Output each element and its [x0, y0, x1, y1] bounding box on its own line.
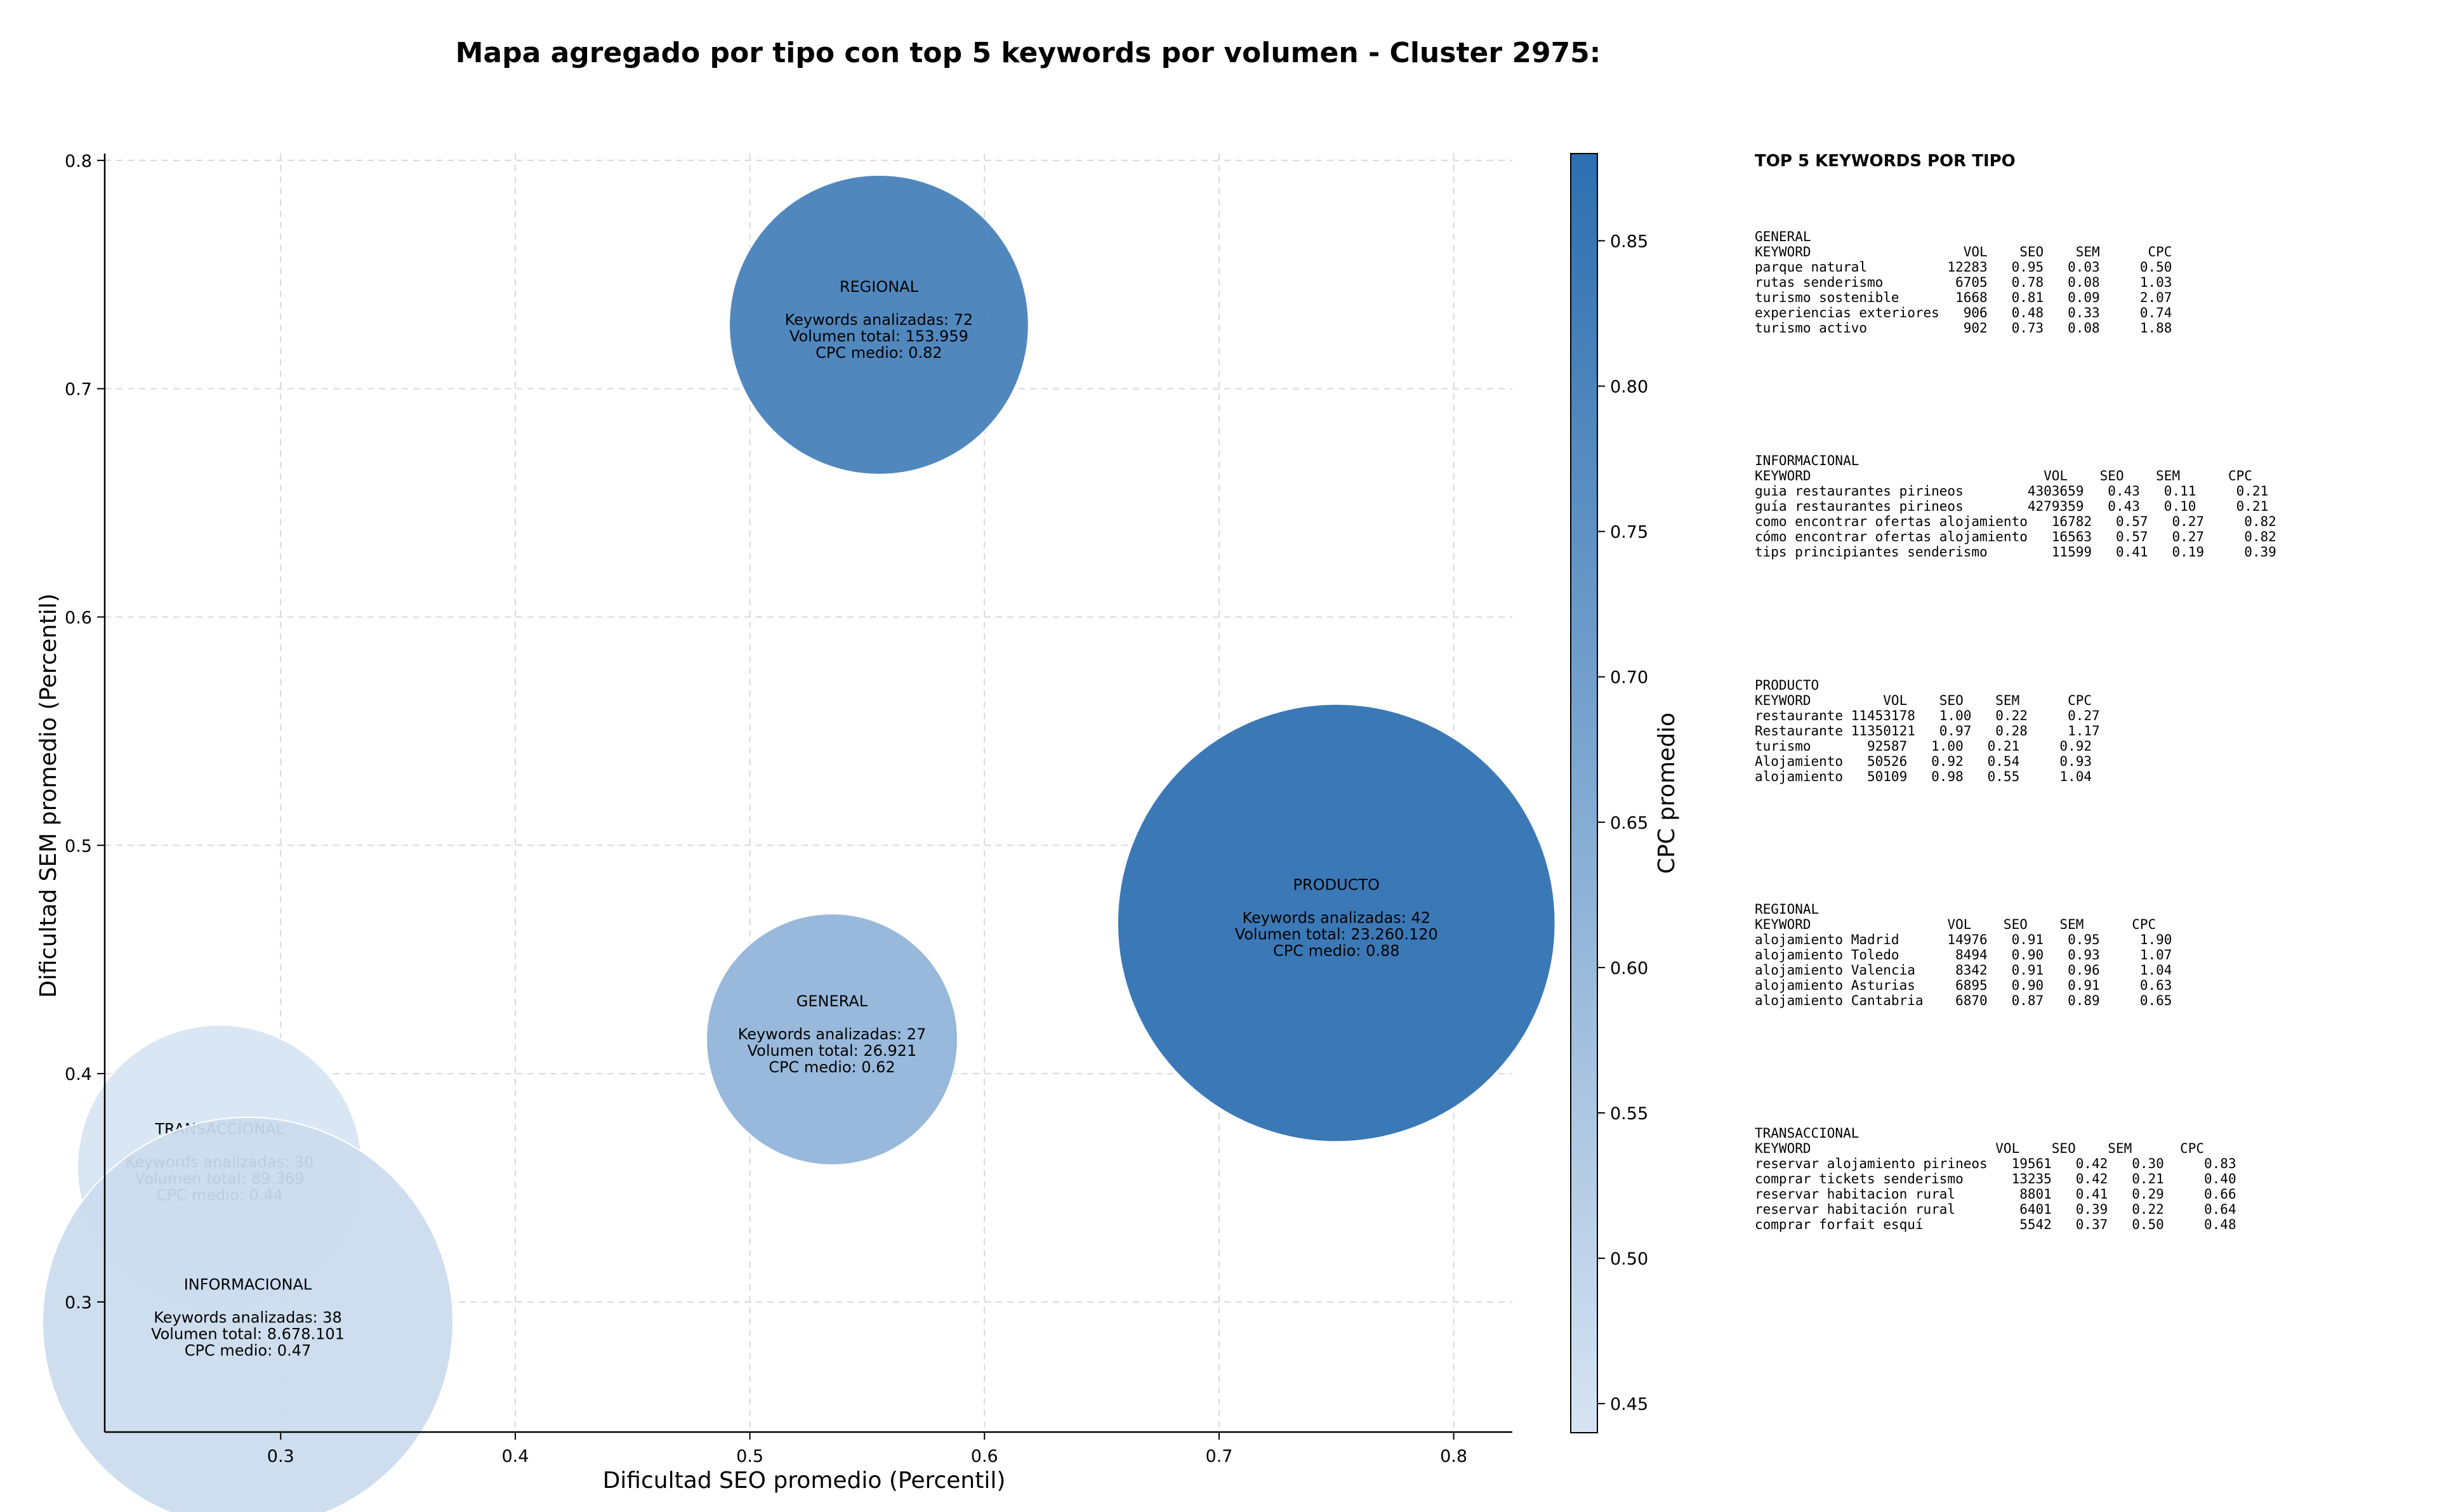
bubble-label-keywords: Keywords analizadas: 72	[785, 311, 974, 329]
section-row: alojamiento Asturias 6895 0.90 0.91 0.63	[1755, 978, 2172, 993]
section-header: KEYWORD VOL SEO SEM CPC	[1755, 917, 2156, 932]
bubble-label-cpc: CPC medio: 0.88	[1273, 942, 1400, 960]
section-row: como encontrar ofertas alojamiento 16782…	[1755, 514, 2276, 529]
bubble-label-cpc: CPC medio: 0.82	[816, 344, 942, 362]
chart-title: Mapa agregado por tipo con top 5 keyword…	[456, 37, 1601, 69]
section-header: KEYWORD VOL SEO SEM CPC	[1755, 693, 2092, 708]
section-row: reservar habitación rural 6401 0.39 0.22…	[1755, 1202, 2236, 1217]
colorbar-ticks: 0.45 0.50 0.55 0.60 0.65 0.70 0.75 0.80 0.85	[1597, 232, 1648, 1414]
bubble-circle	[729, 174, 1029, 475]
section-row: restaurante 11453178 1.00 0.22 0.27	[1755, 708, 2100, 723]
bubble-label-tipo: GENERAL	[796, 992, 868, 1010]
bubble-label-tipo: INFORMACIONAL	[184, 1275, 312, 1293]
colorbar-tick-label: 0.60	[1610, 959, 1648, 978]
y-tick-label: 0.3	[65, 1293, 92, 1313]
bubble-label-keywords: Keywords analizadas: 38	[154, 1308, 342, 1326]
x-axis-label: Dificultad SEO promedio (Percentil)	[603, 1468, 1006, 1494]
section-row: comprar forfait esquí 5542 0.37 0.50 0.4…	[1755, 1217, 2236, 1232]
section-row: guia restaurantes pirineos 4303659 0.43 …	[1755, 483, 2268, 499]
section-row: reservar habitacion rural 8801 0.41 0.29…	[1755, 1187, 2236, 1202]
y-tick-label: 0.6	[65, 608, 92, 628]
section-row: guía restaurantes pirineos 4279359 0.43 …	[1755, 499, 2268, 514]
x-tick-label: 0.7	[1205, 1447, 1232, 1466]
section-title: PRODUCTO	[1755, 678, 1819, 693]
colorbar-tick-label: 0.75	[1610, 523, 1648, 542]
panel-heading: TOP 5 KEYWORDS POR TIPO	[1755, 152, 2016, 171]
colorbar-tick-label: 0.55	[1610, 1104, 1648, 1124]
section-row: turismo 92587 1.00 0.21 0.92	[1755, 739, 2092, 754]
section-title: REGIONAL	[1755, 902, 1819, 917]
x-tick-label: 0.3	[267, 1447, 294, 1466]
colorbar-gradient	[1570, 153, 1598, 1433]
colorbar-tick-label: 0.85	[1610, 232, 1648, 251]
y-axis-label: Dificultad SEM promedio (Percentil)	[36, 593, 62, 998]
bubble-label-tipo: PRODUCTO	[1293, 876, 1380, 894]
section-row: alojamiento Toledo 8494 0.90 0.93 1.07	[1755, 947, 2172, 963]
colorbar-tick-label: 0.65	[1610, 813, 1648, 833]
section-row: experiencias exteriores 906 0.48 0.33 0.…	[1755, 305, 2172, 320]
section-row: alojamiento Madrid 14976 0.91 0.95 1.90	[1755, 932, 2172, 947]
section-row: alojamiento Valencia 8342 0.91 0.96 1.04	[1755, 963, 2172, 978]
bubble-label-volumen: Volumen total: 23.260.120	[1235, 926, 1438, 943]
section-title: INFORMACIONAL	[1755, 453, 1859, 468]
bubble-label-volumen: Volumen total: 153.959	[789, 327, 968, 345]
section-title: TRANSACCIONAL	[1755, 1126, 1859, 1141]
y-tick-label: 0.7	[65, 380, 92, 400]
colorbar-label: CPC promedio	[1654, 713, 1680, 874]
colorbar: 0.45 0.50 0.55 0.60 0.65 0.70 0.75 0.80 0.85 CPC…	[1570, 153, 1680, 1433]
section-row: alojamiento 50109 0.98 0.55 1.04	[1755, 769, 2092, 784]
bubble-label-volumen: Volumen total: 26.921	[748, 1042, 917, 1060]
bubble-circle	[1116, 703, 1556, 1143]
section-row: tips principiantes senderismo 11599 0.41…	[1755, 544, 2276, 560]
bubble-informacional: INFORMACIONAL Keywords analizadas: 38Volu…	[42, 1116, 454, 1512]
x-tick-label: 0.8	[1440, 1447, 1467, 1466]
bubble-label-cpc: CPC medio: 0.47	[185, 1341, 312, 1359]
section-row: rutas senderismo 6705 0.78 0.08 1.03	[1755, 275, 2172, 290]
colorbar-tick-label: 0.70	[1610, 668, 1648, 688]
section-row: reservar alojamiento pirineos 19561 0.42…	[1755, 1156, 2236, 1171]
section-row: comprar tickets senderismo 13235 0.42 0.…	[1755, 1171, 2236, 1187]
section-header: KEYWORD VOL SEO SEM CPC	[1755, 1141, 2204, 1156]
axes: 0.3 0.4 0.5 0.6 0.7 0.8 0.3 0.4 0.5 0.6 0.7 0.8	[65, 152, 1512, 1466]
y-tick-label: 0.5	[65, 836, 92, 856]
bubble-label-tipo: REGIONAL	[840, 278, 919, 296]
section-row: Alojamiento 50526 0.92 0.54 0.93	[1755, 754, 2092, 769]
section-header: KEYWORD VOL SEO SEM CPC	[1755, 244, 2172, 260]
section-row: cómo encontrar ofertas alojamiento 16563…	[1755, 529, 2276, 544]
section-row: turismo activo 902 0.73 0.08 1.88	[1755, 320, 2172, 336]
x-tick-label: 0.4	[501, 1447, 529, 1466]
section-row: Restaurante 11350121 0.97 0.28 1.17	[1755, 723, 2100, 739]
bubble-label-keywords: Keywords analizadas: 27	[738, 1025, 927, 1043]
section-row: turismo sostenible 1668 0.81 0.09 2.07	[1755, 290, 2172, 305]
section-row: parque natural 12283 0.95 0.03 0.50	[1755, 260, 2172, 275]
section-header: KEYWORD VOL SEO SEM CPC	[1755, 468, 2252, 483]
bubble-label-keywords: Keywords analizadas: 42	[1242, 909, 1430, 927]
y-tick-label: 0.8	[65, 152, 92, 171]
bubble-label-cpc: CPC medio: 0.62	[769, 1058, 895, 1076]
colorbar-tick-label: 0.80	[1610, 378, 1648, 397]
colorbar-tick-label: 0.50	[1610, 1249, 1648, 1269]
colorbar-tick-label: 0.45	[1610, 1395, 1648, 1414]
section-title: GENERAL	[1755, 229, 1811, 244]
bubble-circle	[705, 913, 958, 1166]
section-row: alojamiento Cantabria 6870 0.87 0.89 0.6…	[1755, 993, 2172, 1008]
bubble-label-volumen: Volumen total: 8.678.101	[151, 1325, 345, 1343]
x-tick-label: 0.5	[736, 1447, 763, 1466]
bubble-circle	[42, 1116, 454, 1512]
y-tick-label: 0.4	[65, 1065, 92, 1084]
x-tick-label: 0.6	[971, 1447, 998, 1466]
